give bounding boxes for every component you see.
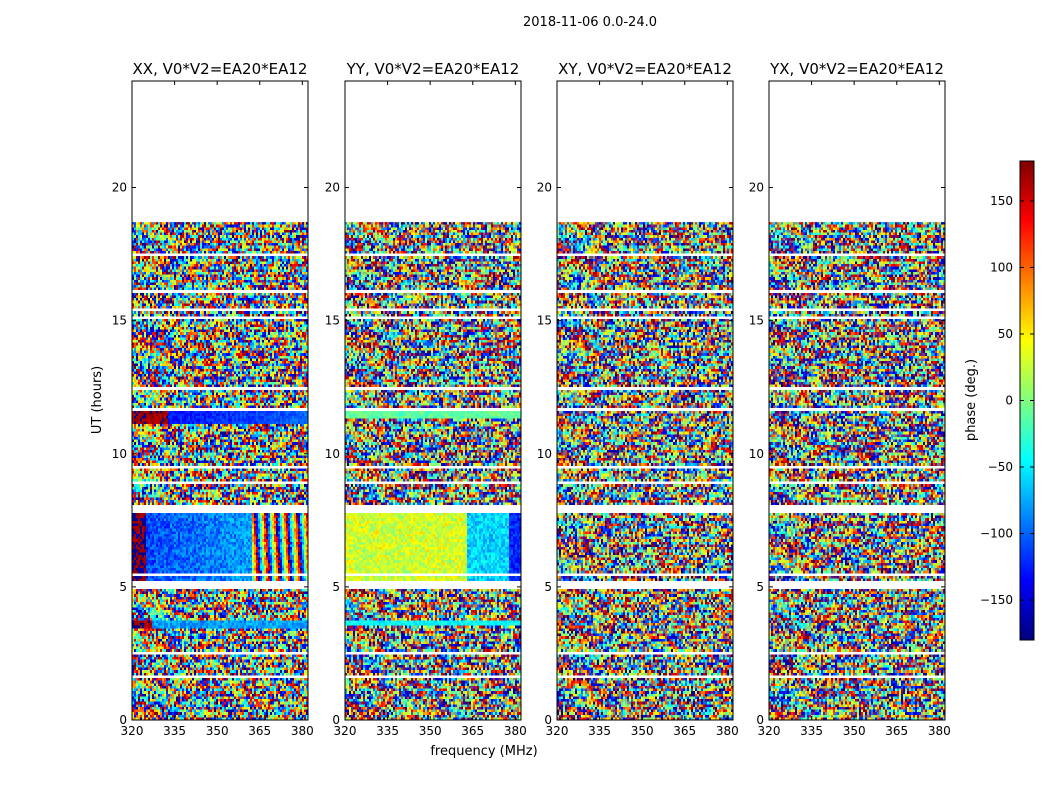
x-tick-label: 320	[758, 724, 781, 738]
y-tick-label: 0	[756, 713, 764, 727]
y-tick-label: 20	[112, 181, 127, 195]
plot-frame	[768, 80, 946, 721]
y-tick-label: 10	[537, 447, 552, 461]
subplot-title: XX, V0*V2=EA20*EA12	[133, 60, 308, 78]
x-tick-label: 380	[291, 724, 314, 738]
colorbar-tick-label: 50	[998, 327, 1013, 341]
phase-heatmap	[769, 222, 945, 721]
subplot-xx-0: XX, V0*V2=EA20*EA12 0 5 10 15 20 320 335 350 365 3…	[112, 60, 314, 738]
x-tick-label: 335	[588, 724, 611, 738]
y-tick-label: 0	[544, 713, 552, 727]
y-tick-label: 10	[112, 447, 127, 461]
x-tick-label: 365	[673, 724, 696, 738]
y-tick-label: 20	[537, 181, 552, 195]
colorbar-label: phase (deg.)	[964, 359, 979, 441]
y-tick-label: 5	[332, 580, 340, 594]
x-tick-label: 335	[163, 724, 186, 738]
subplot-yy-1: YY, V0*V2=EA20*EA12 0 5 10 15 20 320 335 350 365 3…	[325, 60, 527, 738]
subplot-noise-3: YX, V0*V2=EA20*EA12 0 5 10 15 20 320 335 350 365 3…	[749, 60, 951, 738]
plot-frame	[131, 80, 309, 721]
figure-title: 2018-11-06 0.0-24.0	[523, 15, 657, 30]
x-tick-label: 380	[928, 724, 951, 738]
plot-frame	[556, 80, 734, 721]
y-tick-label: 5	[756, 580, 764, 594]
y-tick-label: 0	[332, 713, 340, 727]
phase-heatmap	[557, 222, 733, 721]
subplot-noise-2: XY, V0*V2=EA20*EA12 0 5 10 15 20 320 335 350 365 3…	[537, 60, 739, 738]
x-tick-label: 365	[885, 724, 908, 738]
y-tick-label: 15	[325, 314, 340, 328]
x-tick-label: 380	[504, 724, 527, 738]
y-axis-label: UT (hours)	[90, 366, 105, 434]
subplot-title: YX, V0*V2=EA20*EA12	[769, 60, 944, 78]
y-tick-label: 15	[112, 314, 127, 328]
y-tick-label: 5	[544, 580, 552, 594]
subplot-grid: XX, V0*V2=EA20*EA12 0 5 10 15 20 320 335 350 365 3…	[112, 60, 951, 738]
y-tick-label: 10	[325, 447, 340, 461]
x-tick-label: 350	[843, 724, 866, 738]
y-tick-label: 15	[537, 314, 552, 328]
x-tick-label: 350	[419, 724, 442, 738]
x-tick-label: 320	[546, 724, 569, 738]
subplot-title: XY, V0*V2=EA20*EA12	[558, 60, 732, 78]
phase-heatmap	[345, 222, 521, 721]
y-tick-label: 0	[119, 713, 127, 727]
y-tick-label: 20	[325, 181, 340, 195]
x-tick-label: 365	[461, 724, 484, 738]
x-axis-label: frequency (MHz)	[430, 744, 537, 759]
x-tick-label: 320	[334, 724, 357, 738]
x-tick-label: 365	[248, 724, 271, 738]
y-tick-label: 5	[119, 580, 127, 594]
x-tick-label: 335	[376, 724, 399, 738]
x-tick-label: 380	[716, 724, 739, 738]
y-tick-label: 15	[749, 314, 764, 328]
plot-frame	[344, 80, 522, 721]
colorbar-tick-label: −150	[980, 593, 1013, 607]
subplot-title: YY, V0*V2=EA20*EA12	[346, 60, 520, 78]
x-tick-label: 320	[121, 724, 144, 738]
phase-heatmap	[132, 222, 308, 721]
colorbar-tick-label: −100	[980, 527, 1013, 541]
x-tick-label: 335	[800, 724, 823, 738]
colorbar-tick-label: 100	[990, 260, 1013, 274]
y-tick-label: 20	[749, 181, 764, 195]
colorbar-tick-label: −50	[988, 460, 1013, 474]
colorbar: 150 100 50 0 −50 −100 −150 phase (deg.)	[964, 160, 1035, 641]
colorbar-tick-label: 150	[990, 194, 1013, 208]
x-tick-label: 350	[206, 724, 229, 738]
x-tick-label: 350	[631, 724, 654, 738]
y-tick-label: 10	[749, 447, 764, 461]
colorbar-tick-label: 0	[1005, 394, 1013, 408]
